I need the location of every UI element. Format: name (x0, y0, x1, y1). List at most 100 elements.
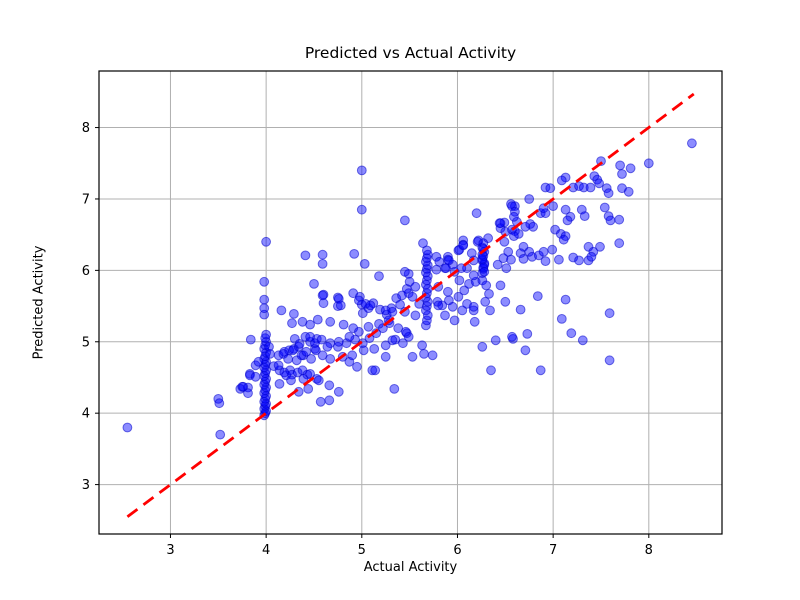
data-point (515, 248, 526, 259)
data-point (585, 182, 596, 193)
data-point (579, 211, 590, 222)
data-point (520, 221, 531, 232)
data-point (558, 234, 569, 245)
x-axis-label: Actual Activity (363, 560, 458, 575)
data-point (495, 218, 506, 229)
data-point (453, 291, 464, 302)
identity-line-segment (126, 92, 695, 518)
data-point (577, 335, 588, 346)
data-point (456, 263, 467, 274)
data-point (338, 319, 349, 330)
data-point (501, 263, 512, 274)
data-point (617, 169, 627, 179)
data-point (349, 249, 360, 259)
data-point (283, 354, 294, 364)
data-point (317, 249, 328, 260)
data-point (333, 336, 344, 347)
data-point (614, 214, 625, 225)
data-point (459, 285, 470, 296)
y-tick-label: 7 (82, 192, 90, 207)
data-point (614, 238, 625, 249)
data-point (605, 215, 616, 226)
data-point (250, 371, 261, 382)
data-point (352, 361, 362, 372)
data-point (507, 201, 517, 212)
data-point (443, 251, 453, 262)
y-tick-label: 8 (82, 121, 90, 136)
data-point (443, 286, 453, 297)
data-point (601, 183, 612, 194)
data-point (525, 219, 536, 229)
data-point (344, 331, 355, 342)
data-point (276, 305, 287, 316)
data-point (214, 398, 225, 409)
data-point (509, 211, 519, 222)
data-point (387, 335, 398, 346)
chart-title: Predicted vs Actual Activity (304, 44, 517, 62)
data-point (540, 256, 551, 267)
data-point (316, 334, 327, 345)
data-point (301, 346, 312, 357)
data-point (303, 384, 314, 394)
data-point (568, 252, 579, 263)
data-point (574, 255, 584, 266)
data-point (471, 208, 482, 219)
x-tick-label: 6 (453, 543, 461, 558)
data-point (305, 369, 316, 379)
data-point (449, 315, 460, 326)
data-point (356, 204, 367, 215)
data-point (261, 236, 272, 247)
data-point (418, 238, 428, 249)
data-point (481, 280, 492, 291)
data-point (265, 349, 275, 359)
data-point (485, 305, 495, 316)
data-point (335, 300, 346, 311)
data-point (238, 381, 249, 392)
data-point (358, 345, 369, 356)
data-point (356, 165, 367, 176)
data-point (595, 241, 605, 252)
data-point (410, 310, 421, 321)
data-point (245, 334, 256, 345)
data-point (374, 271, 384, 282)
data-point (560, 294, 571, 305)
data-point (480, 296, 491, 307)
data-point (477, 341, 488, 352)
data-point (433, 300, 444, 311)
data-point (286, 375, 296, 386)
data-point (687, 138, 697, 149)
data-point (427, 350, 438, 361)
data-point (524, 194, 535, 204)
data-point (422, 264, 432, 274)
data-point (260, 333, 271, 344)
data-point (507, 331, 517, 342)
gridlines (99, 71, 722, 534)
data-point (374, 319, 384, 329)
data-point (317, 259, 328, 269)
data-point (599, 202, 610, 213)
data-point (354, 326, 364, 337)
data-point (518, 254, 529, 264)
data-point (560, 204, 571, 215)
data-point (309, 279, 319, 289)
data-point (594, 178, 604, 189)
data-point (359, 259, 370, 269)
scatter-points (122, 138, 697, 440)
data-point (506, 254, 516, 265)
data-point (515, 304, 526, 315)
data-point (305, 331, 316, 342)
data-point (386, 303, 397, 314)
data-point (287, 318, 297, 329)
data-point (245, 370, 255, 381)
data-point (259, 303, 270, 314)
data-point (273, 360, 284, 371)
data-point (367, 365, 378, 376)
data-point (369, 344, 380, 354)
data-point (403, 331, 414, 342)
data-point (422, 253, 432, 264)
data-point (535, 365, 546, 376)
x-tick-label: 5 (358, 543, 366, 558)
data-point (400, 326, 411, 337)
